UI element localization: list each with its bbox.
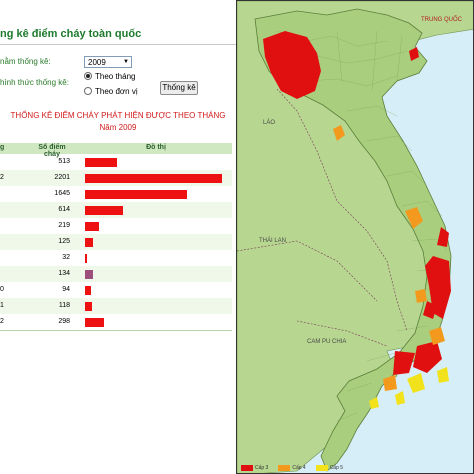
label-china: TRUNG QUỐC: [421, 16, 463, 23]
row-count: 2201: [54, 174, 70, 181]
legend-swatch: [315, 465, 328, 471]
legend-item: Cấp 5: [315, 463, 344, 473]
year-select-value: 2009: [88, 58, 106, 67]
row-bar: [85, 238, 93, 247]
legend-label: Cấp 3: [255, 465, 269, 471]
panel-title: ng kê điểm cháy toàn quốc: [0, 28, 142, 40]
table-row: 219: [0, 218, 232, 234]
row-bar: [85, 318, 104, 327]
row-month: 2: [0, 174, 4, 181]
radio-by-month-label: Theo tháng: [95, 71, 136, 81]
report-title: THỐNG KÊ ĐIỂM CHÁY PHÁT HIỆN ĐƯỢC THEO T…: [10, 111, 226, 120]
report-year: Năm 2009: [99, 123, 137, 132]
table-row: 134: [0, 266, 232, 282]
row-bar: [85, 254, 87, 263]
row-count: 118: [58, 302, 70, 309]
radio-checked-icon[interactable]: [84, 72, 92, 80]
hotspots-level-3: [263, 31, 451, 375]
label-cambodia: CAM PU CHIA: [307, 339, 346, 345]
table-row: 2 298: [0, 314, 232, 330]
label-thailand: THÁI LAN: [259, 237, 286, 244]
row-bar: [85, 286, 91, 295]
year-select[interactable]: 2009 ▼: [84, 56, 132, 68]
row-bar: [85, 158, 117, 167]
legend-label: Cấp 5: [329, 465, 344, 471]
row-count: 134: [58, 270, 70, 277]
legend-swatch: [241, 465, 253, 471]
header-month: g: [0, 144, 5, 151]
table-header: g Số điểm cháy Đồ thị: [0, 143, 232, 158]
row-month: 1: [0, 302, 4, 309]
row-count: 1645: [54, 190, 70, 197]
method-label: hình thức thống kê:: [0, 78, 69, 87]
hotspots-level-4: [333, 125, 445, 391]
country-borders: [237, 88, 408, 347]
stats-panel: ng kê điểm cháy toàn quốc nằm thống kê: …: [0, 0, 236, 474]
header-count: Số điểm cháy: [38, 144, 66, 158]
radio-by-month[interactable]: Theo tháng: [84, 71, 135, 81]
row-bar: [85, 222, 99, 231]
radio-unchecked-icon[interactable]: [84, 87, 92, 95]
table-row: 0 94: [0, 282, 232, 298]
row-month: 0: [0, 286, 4, 293]
table-row: 513: [0, 154, 232, 170]
row-month: 2: [0, 318, 4, 325]
row-bar: [85, 174, 222, 183]
row-count: 298: [58, 318, 70, 325]
radio-by-unit-label: Theo đơn vị: [95, 86, 138, 96]
table-row: 1 118: [0, 298, 232, 314]
fire-count-table: 513 2 2201 1645 614 219 125 32 134 0 94 1 118 2 298: [0, 154, 232, 330]
legend-item: Cấp 4: [278, 463, 306, 473]
row-bar: [85, 190, 187, 199]
chevron-down-icon[interactable]: ▼: [123, 59, 129, 65]
radio-by-unit[interactable]: Theo đơn vị: [84, 86, 138, 96]
legend-label: Cấp 4: [292, 465, 306, 471]
table-row: 32: [0, 250, 232, 266]
table-row: 2 2201: [0, 170, 232, 186]
legend-swatch: [278, 465, 291, 471]
table-row: 125: [0, 234, 232, 250]
header-chart: Đồ thị: [146, 144, 166, 151]
hotspots-level-5: [369, 367, 449, 409]
row-count: 94: [62, 286, 70, 293]
row-count: 614: [58, 206, 70, 213]
table-row: 614: [0, 202, 232, 218]
row-count: 125: [58, 238, 70, 245]
table-row: 1645: [0, 186, 232, 202]
title-divider: [0, 44, 236, 45]
row-bar: [85, 206, 123, 215]
row-bar: [85, 270, 93, 279]
run-stats-button[interactable]: Thống kê: [160, 81, 198, 95]
row-count: 513: [58, 158, 70, 165]
year-label: nằm thống kê:: [0, 57, 51, 66]
row-count: 219: [58, 222, 70, 229]
row-bar: [85, 302, 92, 311]
map-legend: Cấp 3 Cấp 4 Cấp 5: [241, 463, 343, 473]
label-laos: LÀO: [263, 119, 275, 126]
fire-map[interactable]: TRUNG QUỐC LÀO THÁI LAN CAM PU CHIA Cấp …: [236, 0, 474, 474]
legend-item: Cấp 3: [241, 463, 268, 473]
table-bottom-rule: [0, 330, 232, 331]
row-count: 32: [62, 254, 70, 261]
